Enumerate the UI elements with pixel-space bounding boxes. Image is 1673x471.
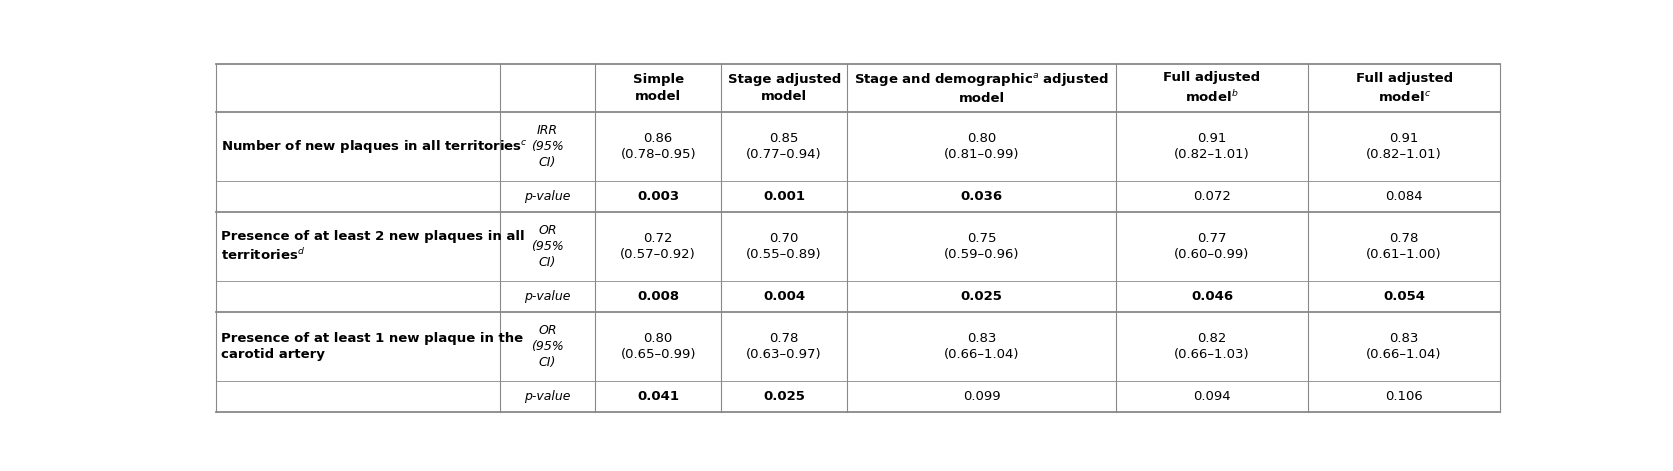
- Text: Simple
model: Simple model: [632, 73, 683, 103]
- Text: 0.80
(0.65–0.99): 0.80 (0.65–0.99): [621, 332, 696, 361]
- Text: 0.78
(0.61–1.00): 0.78 (0.61–1.00): [1365, 232, 1440, 261]
- Text: 0.004: 0.004: [763, 290, 805, 303]
- Text: 0.072: 0.072: [1193, 190, 1230, 203]
- Text: Presence of at least 1 new plaque in the
carotid artery: Presence of at least 1 new plaque in the…: [221, 332, 522, 361]
- Text: IRR
(95%
CI): IRR (95% CI): [530, 124, 564, 169]
- Text: 0.094: 0.094: [1193, 390, 1230, 403]
- Text: p-value: p-value: [524, 290, 570, 303]
- Text: 0.041: 0.041: [637, 390, 679, 403]
- Text: 0.75
(0.59–0.96): 0.75 (0.59–0.96): [944, 232, 1019, 261]
- Text: 0.106: 0.106: [1384, 390, 1422, 403]
- Text: 0.80
(0.81–0.99): 0.80 (0.81–0.99): [944, 132, 1019, 161]
- Text: 0.099: 0.099: [962, 390, 1000, 403]
- Text: 0.054: 0.054: [1382, 290, 1424, 303]
- Text: p-value: p-value: [524, 390, 570, 403]
- Text: 0.78
(0.63–0.97): 0.78 (0.63–0.97): [746, 332, 821, 361]
- Text: 0.001: 0.001: [763, 190, 805, 203]
- Text: 0.77
(0.60–0.99): 0.77 (0.60–0.99): [1174, 232, 1250, 261]
- Text: 0.83
(0.66–1.04): 0.83 (0.66–1.04): [944, 332, 1019, 361]
- Text: 0.70
(0.55–0.89): 0.70 (0.55–0.89): [746, 232, 821, 261]
- Text: 0.003: 0.003: [637, 190, 679, 203]
- Text: Number of new plaques in all territories$^c$: Number of new plaques in all territories…: [221, 138, 527, 155]
- Text: 0.82
(0.66–1.03): 0.82 (0.66–1.03): [1173, 332, 1250, 361]
- Text: 0.046: 0.046: [1190, 290, 1233, 303]
- Text: Stage and demographic$^a$ adjusted
model: Stage and demographic$^a$ adjusted model: [853, 71, 1108, 105]
- Text: 0.91
(0.82–1.01): 0.91 (0.82–1.01): [1173, 132, 1250, 161]
- Text: Stage adjusted
model: Stage adjusted model: [728, 73, 840, 103]
- Text: OR
(95%
CI): OR (95% CI): [530, 324, 564, 369]
- Text: Presence of at least 2 new plaques in all
territories$^d$: Presence of at least 2 new plaques in al…: [221, 230, 524, 263]
- Text: 0.084: 0.084: [1385, 190, 1422, 203]
- Text: p-value: p-value: [524, 190, 570, 203]
- Text: 0.72
(0.57–0.92): 0.72 (0.57–0.92): [621, 232, 696, 261]
- Text: 0.86
(0.78–0.95): 0.86 (0.78–0.95): [621, 132, 696, 161]
- Text: 0.85
(0.77–0.94): 0.85 (0.77–0.94): [746, 132, 821, 161]
- Text: OR
(95%
CI): OR (95% CI): [530, 224, 564, 269]
- Text: 0.036: 0.036: [960, 190, 1002, 203]
- Text: 0.83
(0.66–1.04): 0.83 (0.66–1.04): [1365, 332, 1440, 361]
- Text: Full adjusted
model$^b$: Full adjusted model$^b$: [1163, 71, 1260, 105]
- Text: 0.008: 0.008: [637, 290, 679, 303]
- Text: Full adjusted
model$^c$: Full adjusted model$^c$: [1355, 72, 1452, 104]
- Text: 0.91
(0.82–1.01): 0.91 (0.82–1.01): [1365, 132, 1440, 161]
- Text: 0.025: 0.025: [763, 390, 805, 403]
- Text: 0.025: 0.025: [960, 290, 1002, 303]
